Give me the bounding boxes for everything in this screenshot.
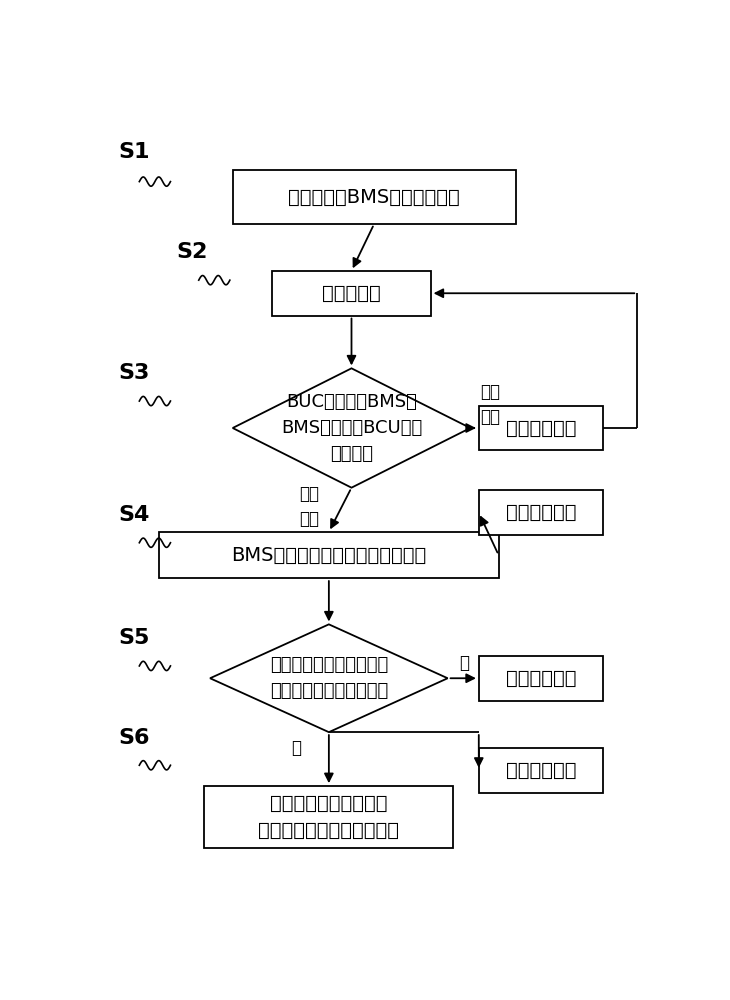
Text: 第四指示状态: 第四指示状态 [506,761,576,780]
Text: 第一指示状态: 第一指示状态 [506,418,576,438]
Bar [479,406,603,450]
Text: BMS控制互锁回路以检测动力回路: BMS控制互锁回路以检测动力回路 [231,546,426,565]
Text: 连接
失败: 连接 失败 [480,383,500,426]
Bar [204,786,453,848]
Text: S3: S3 [118,363,150,383]
Text: S4: S4 [118,505,150,525]
Text: 完成电池包更换，恢复
动力电池系统对车辆的供电: 完成电池包更换，恢复 动力电池系统对车辆的供电 [258,794,399,840]
Bar [479,490,603,535]
Bar [479,656,603,701]
Bar [233,170,515,224]
Text: 否: 否 [460,654,469,672]
Text: 更换电池包: 更换电池包 [322,284,381,303]
Text: 是: 是 [291,739,301,757]
Text: 测试动力回路连接情况，
判定电池包是否更换成功: 测试动力回路连接情况， 判定电池包是否更换成功 [270,656,388,700]
Polygon shape [210,624,447,732]
Text: S6: S6 [118,728,150,748]
Text: 连接
成功: 连接 成功 [299,485,319,528]
Bar [159,532,499,578]
Text: 整车断电，BMS处于休眠状态: 整车断电，BMS处于休眠状态 [288,188,460,207]
Bar [479,748,603,793]
Text: BUC变动唤醒BMS，
BMS与更换的BCU进行
通讯连接: BUC变动唤醒BMS， BMS与更换的BCU进行 通讯连接 [281,393,422,463]
Bar [272,271,431,316]
Text: 第三指示状态: 第三指示状态 [506,669,576,688]
Text: 第二指示状态: 第二指示状态 [506,503,576,522]
Text: S5: S5 [118,628,150,648]
Polygon shape [233,368,470,488]
Text: S2: S2 [176,242,207,262]
Text: S1: S1 [118,142,150,162]
